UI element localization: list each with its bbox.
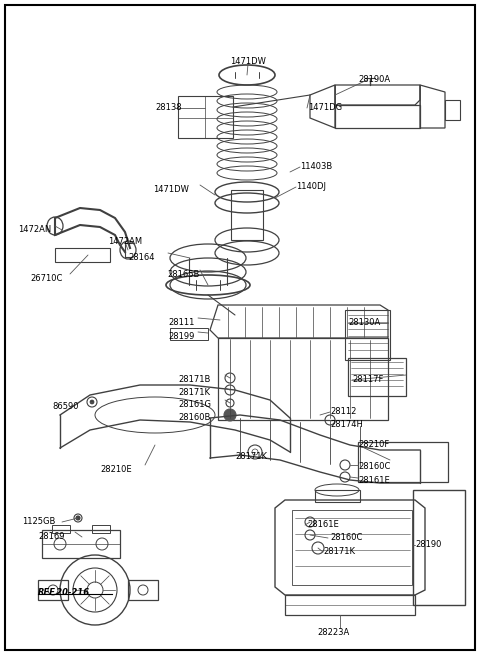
- Circle shape: [76, 516, 80, 520]
- Text: 1140DJ: 1140DJ: [296, 182, 326, 191]
- Text: 28138: 28138: [155, 103, 181, 112]
- Text: 28111: 28111: [168, 318, 194, 327]
- Text: 28171K: 28171K: [235, 452, 267, 461]
- Text: 28169: 28169: [38, 532, 64, 541]
- Text: 86590: 86590: [52, 402, 79, 411]
- Text: 1125GB: 1125GB: [22, 517, 55, 526]
- Text: 1471DW: 1471DW: [153, 185, 189, 194]
- Text: 1471DW: 1471DW: [230, 57, 266, 66]
- Bar: [38, 580, 68, 600]
- Text: 28161G: 28161G: [178, 400, 211, 409]
- Text: 26710C: 26710C: [30, 274, 62, 283]
- Text: 28161E: 28161E: [307, 520, 339, 529]
- Bar: [92, 525, 110, 533]
- Circle shape: [90, 400, 94, 404]
- Text: 28174H: 28174H: [330, 420, 363, 429]
- Text: 28164: 28164: [128, 253, 155, 262]
- Text: 1472AN: 1472AN: [18, 225, 51, 234]
- Text: 28199: 28199: [168, 332, 194, 341]
- Circle shape: [224, 409, 236, 421]
- Bar: [170, 328, 208, 340]
- Bar: [292, 510, 412, 585]
- Text: 11403B: 11403B: [300, 162, 332, 171]
- Text: 1472AM: 1472AM: [108, 237, 142, 246]
- Text: 1471DG: 1471DG: [308, 103, 342, 112]
- Text: 28171K: 28171K: [323, 547, 355, 556]
- Bar: [345, 310, 390, 360]
- Text: 28210F: 28210F: [358, 440, 389, 449]
- Text: 28171B: 28171B: [178, 375, 210, 384]
- Text: 28160C: 28160C: [358, 462, 390, 471]
- Text: 28160B: 28160B: [178, 413, 210, 422]
- Text: 28130A: 28130A: [348, 318, 380, 327]
- Bar: [358, 442, 448, 482]
- Text: 28112: 28112: [330, 407, 356, 416]
- Bar: [55, 248, 110, 262]
- Bar: [413, 490, 465, 605]
- Text: 28190: 28190: [415, 540, 442, 549]
- Text: 28165B: 28165B: [167, 270, 199, 279]
- Text: 28161E: 28161E: [358, 476, 390, 485]
- Bar: [52, 525, 70, 533]
- Text: 28117F: 28117F: [352, 375, 384, 384]
- Bar: [178, 96, 233, 138]
- Text: 28210E: 28210E: [100, 465, 132, 474]
- Bar: [128, 580, 158, 600]
- Text: 28160C: 28160C: [330, 533, 362, 542]
- Bar: [348, 358, 406, 396]
- Text: 28171K: 28171K: [178, 388, 210, 397]
- Text: 28223A: 28223A: [317, 628, 349, 637]
- Text: REF.20-216: REF.20-216: [38, 588, 90, 597]
- Text: 28190A: 28190A: [358, 75, 390, 84]
